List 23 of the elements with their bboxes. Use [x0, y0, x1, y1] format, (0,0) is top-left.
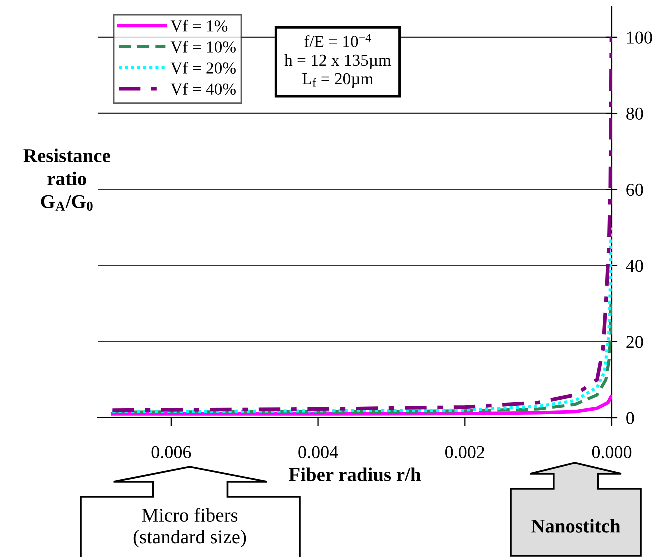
- y-axis-title: Resistance ratio G$_{A}$/G$_{0}$: [24, 148, 110, 212]
- x-tick-label: 0.004: [298, 446, 338, 459]
- text: Micro fibers (standard size): [134, 508, 246, 548]
- x-tick-label: 0.002: [446, 446, 484, 459]
- legend-label: Vf = 10%: [170, 40, 236, 53]
- y-tick-label: 40: [626, 260, 644, 272]
- line-series: [110, 36, 612, 412]
- y-tick-label: 20: [626, 336, 644, 348]
- legend-label: Vf = 20%: [170, 62, 236, 74]
- x-tick-label: 0.000: [592, 446, 632, 459]
- y-tick-label: 0: [626, 412, 634, 424]
- legend-label: Vf = 40%: [170, 83, 236, 96]
- line-series: [111, 302, 612, 414]
- line-series: [110, 395, 612, 416]
- x-tick-label: 0.006: [152, 446, 192, 459]
- text: Nanostitch: [532, 519, 621, 533]
- y-tick-label: 80: [626, 108, 644, 120]
- y-tick-label: 60: [626, 184, 644, 196]
- y-tick-label: 100: [627, 32, 652, 44]
- x-axis-title: Fiber radius r/h: [289, 468, 421, 482]
- line-series: [111, 226, 612, 414]
- annotation: f/E = 10$^{−4}$ h = 12 x 135µm L$_{f}$ = 20µm: [284, 34, 392, 88]
- legend-label: Vf = 1%: [170, 20, 228, 32]
